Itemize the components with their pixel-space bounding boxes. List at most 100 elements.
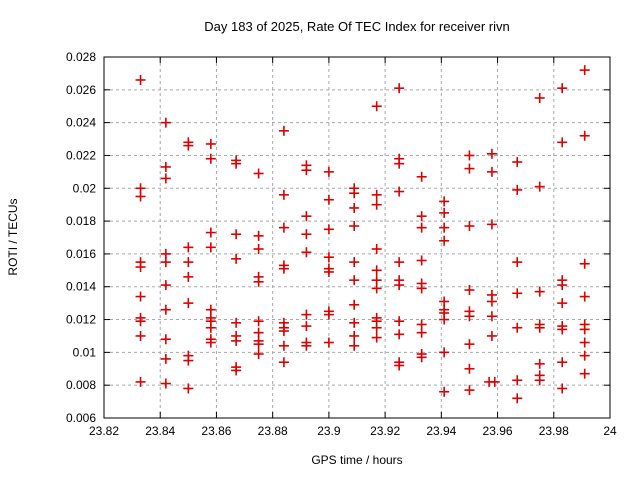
x-tick-label: 23.88	[258, 424, 288, 438]
data-point-marker	[253, 276, 264, 287]
data-point-marker	[160, 334, 171, 345]
data-point-marker	[416, 255, 427, 266]
data-point-marker	[349, 202, 360, 213]
data-point-marker	[160, 257, 171, 268]
data-point-marker	[349, 221, 360, 232]
data-point-marker	[135, 376, 146, 387]
data-point-marker	[486, 166, 497, 177]
data-point-marker	[278, 222, 289, 233]
y-tick-label: 0.026	[66, 83, 96, 97]
data-point-marker	[135, 330, 146, 341]
data-point-marker	[371, 101, 382, 112]
data-point-marker	[371, 243, 382, 254]
data-point-marker	[253, 316, 264, 327]
data-point-marker	[135, 74, 146, 85]
data-point-marker	[183, 271, 194, 282]
data-point-marker	[534, 358, 545, 369]
data-point-marker	[371, 199, 382, 210]
x-tick-label: 23.92	[370, 424, 400, 438]
x-tick-label: 23.84	[145, 424, 175, 438]
y-tick-label: 0.012	[66, 313, 96, 327]
data-point-marker	[394, 280, 405, 291]
data-point-marker	[394, 158, 405, 169]
data-point-marker	[278, 357, 289, 368]
data-point-marker	[301, 309, 312, 320]
data-point-marker	[349, 340, 360, 351]
x-tick-label: 23.9	[317, 424, 341, 438]
data-point-marker	[439, 196, 450, 207]
data-point-marker	[160, 353, 171, 364]
data-point-marker	[349, 188, 360, 199]
y-tick-label: 0.01	[73, 345, 97, 359]
data-point-marker	[183, 242, 194, 253]
data-point-marker	[512, 257, 523, 268]
data-point-marker	[557, 83, 568, 94]
data-point-marker	[579, 368, 590, 379]
data-point-marker	[464, 221, 475, 232]
data-point-marker	[183, 257, 194, 268]
data-point-marker	[394, 186, 405, 197]
x-tick-label: 23.82	[89, 424, 119, 438]
data-point-marker	[512, 375, 523, 386]
data-point-marker	[394, 316, 405, 327]
x-tick-label: 23.96	[483, 424, 513, 438]
data-point-marker	[416, 211, 427, 222]
data-point-marker	[231, 335, 242, 346]
data-point-marker	[439, 314, 450, 325]
y-tick-label: 0.028	[66, 50, 96, 64]
y-tick-label: 0.02	[73, 181, 97, 195]
data-point-marker	[512, 157, 523, 168]
data-point-marker	[253, 168, 264, 179]
data-point-marker	[534, 322, 545, 333]
data-point-marker	[231, 158, 242, 169]
x-tick-label: 23.94	[426, 424, 456, 438]
data-point-marker	[278, 340, 289, 351]
x-tick-label: 23.98	[539, 424, 569, 438]
data-point-marker	[579, 291, 590, 302]
data-point-marker	[231, 365, 242, 376]
data-point-marker	[394, 83, 405, 94]
x-axis-label: GPS time / hours	[311, 453, 402, 467]
data-point-marker	[394, 257, 405, 268]
plot-border	[103, 56, 611, 419]
y-axis-label: ROTI / TECUs	[6, 198, 20, 275]
data-point-marker	[534, 286, 545, 297]
data-point-marker	[416, 283, 427, 294]
data-point-marker	[253, 230, 264, 241]
data-point-marker	[323, 266, 334, 277]
data-point-marker	[253, 349, 264, 360]
data-point-marker	[486, 296, 497, 307]
y-tick-label: 0.016	[66, 247, 96, 261]
data-point-marker	[205, 153, 216, 164]
data-point-marker	[160, 304, 171, 315]
data-point-marker	[349, 330, 360, 341]
y-tick-label: 0.006	[66, 411, 96, 425]
y-tick-label: 0.024	[66, 116, 96, 130]
data-point-marker	[416, 171, 427, 182]
data-point-marker	[323, 166, 334, 177]
data-point-marker	[557, 357, 568, 368]
data-point-marker	[557, 137, 568, 148]
y-tick-label: 0.014	[66, 280, 96, 294]
data-point-marker	[512, 393, 523, 404]
data-point-marker	[323, 224, 334, 235]
data-point-marker	[534, 375, 545, 386]
x-tick-label: 23.86	[201, 424, 231, 438]
data-point-marker	[394, 329, 405, 340]
data-point-marker	[183, 383, 194, 394]
data-point-marker	[205, 337, 216, 348]
data-point-marker	[371, 283, 382, 294]
data-point-marker	[160, 280, 171, 291]
data-point-marker	[301, 165, 312, 176]
data-point-marker	[416, 222, 427, 233]
data-point-marker	[512, 288, 523, 299]
data-point-marker	[135, 291, 146, 302]
data-point-marker	[205, 322, 216, 333]
data-point-marker	[534, 93, 545, 104]
data-point-marker	[135, 316, 146, 327]
data-point-marker	[534, 181, 545, 192]
data-point-marker	[439, 386, 450, 397]
data-point-marker	[486, 330, 497, 341]
data-point-marker	[278, 326, 289, 337]
